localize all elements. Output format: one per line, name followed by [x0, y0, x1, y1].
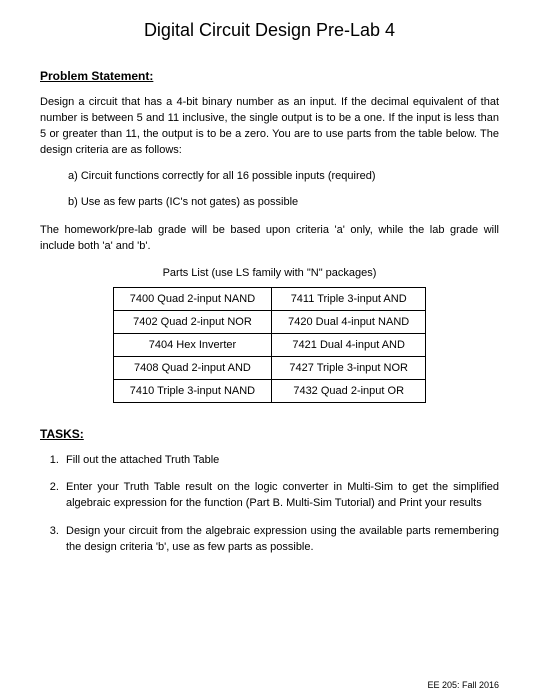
table-row: 7404 Hex Inverter 7421 Dual 4-input AND — [113, 333, 425, 356]
task-item-2: Enter your Truth Table result on the log… — [62, 480, 499, 512]
problem-body-text: Design a circuit that has a 4-bit binary… — [40, 95, 499, 159]
table-cell: 7427 Triple 3-input NOR — [272, 356, 426, 379]
table-row: 7402 Quad 2-input NOR 7420 Dual 4-input … — [113, 310, 425, 333]
table-row: 7408 Quad 2-input AND 7427 Triple 3-inpu… — [113, 356, 425, 379]
table-cell: 7404 Hex Inverter — [113, 333, 271, 356]
criteria-list: a) Circuit functions correctly for all 1… — [68, 169, 499, 211]
table-cell: 7432 Quad 2-input OR — [272, 379, 426, 402]
page-title: Digital Circuit Design Pre-Lab 4 — [40, 20, 499, 41]
table-row: 7410 Triple 3-input NAND 7432 Quad 2-inp… — [113, 379, 425, 402]
criteria-a: a) Circuit functions correctly for all 1… — [68, 169, 499, 185]
parts-list-caption: Parts List (use LS family with "N" packa… — [40, 267, 499, 279]
task-item-1: Fill out the attached Truth Table — [62, 453, 499, 469]
task-item-3: Design your circuit from the algebraic e… — [62, 524, 499, 556]
table-cell: 7421 Dual 4-input AND — [272, 333, 426, 356]
tasks-heading: TASKS: — [40, 427, 499, 441]
criteria-b: b) Use as few parts (IC's not gates) as … — [68, 195, 499, 211]
table-cell: 7400 Quad 2-input NAND — [113, 287, 271, 310]
table-cell: 7420 Dual 4-input NAND — [272, 310, 426, 333]
footer-text: EE 205: Fall 2016 — [427, 680, 499, 690]
table-cell: 7408 Quad 2-input AND — [113, 356, 271, 379]
grading-note: The homework/pre-lab grade will be based… — [40, 223, 499, 255]
tasks-list: Fill out the attached Truth Table Enter … — [62, 453, 499, 557]
table-row: 7400 Quad 2-input NAND 7411 Triple 3-inp… — [113, 287, 425, 310]
parts-table: 7400 Quad 2-input NAND 7411 Triple 3-inp… — [113, 287, 426, 403]
table-cell: 7402 Quad 2-input NOR — [113, 310, 271, 333]
problem-statement-heading: Problem Statement: — [40, 69, 499, 83]
table-cell: 7410 Triple 3-input NAND — [113, 379, 271, 402]
table-cell: 7411 Triple 3-input AND — [272, 287, 426, 310]
